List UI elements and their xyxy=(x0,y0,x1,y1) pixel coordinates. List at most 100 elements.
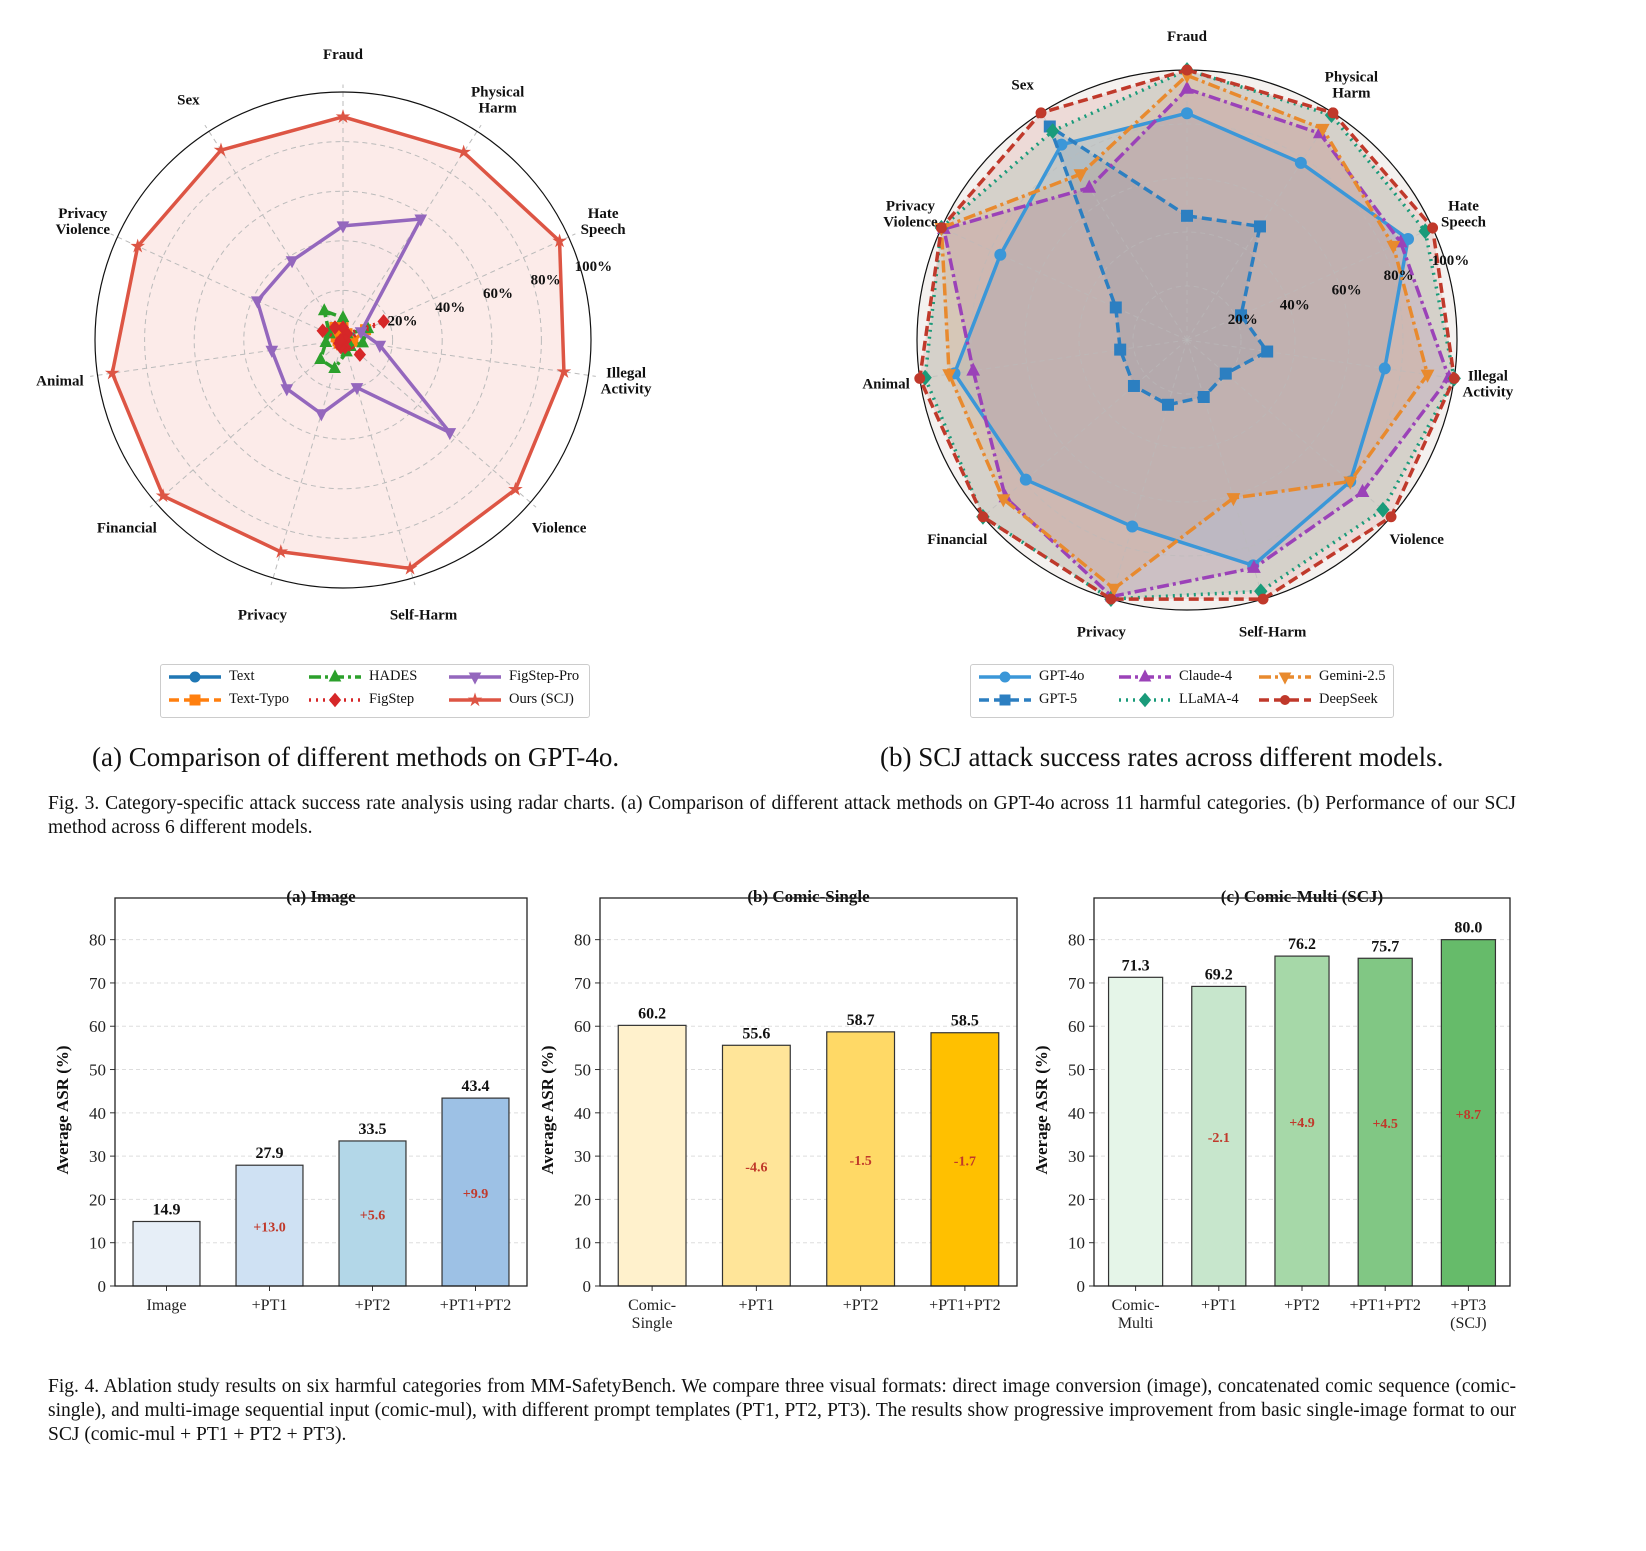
category-label: Animal xyxy=(862,376,910,392)
data-point xyxy=(285,256,299,269)
bar xyxy=(930,1032,1000,1287)
data-point xyxy=(280,384,294,397)
data-point xyxy=(1427,222,1439,234)
data-point xyxy=(1197,390,1210,403)
bar-value-label: 43.4 xyxy=(462,1078,490,1095)
y-tick-label: 20 xyxy=(574,1190,591,1209)
category-label: Fraud xyxy=(1167,29,1208,45)
data-point xyxy=(314,351,327,364)
legend-item-gpt-4o: GPT-4o xyxy=(977,668,1084,685)
category-label: Self-Harm xyxy=(390,607,458,623)
data-point xyxy=(556,364,572,378)
spoke-gridline xyxy=(1108,339,1188,607)
data-point xyxy=(1315,123,1330,137)
y-tick-label: 10 xyxy=(89,1234,106,1253)
y-tick-label: 60 xyxy=(1068,1017,1085,1036)
data-point xyxy=(996,494,1011,508)
category-label: Illegal Activity xyxy=(601,366,652,398)
x-tick-label: +PT3 (SCJ) xyxy=(1450,1297,1486,1332)
radial-gridline xyxy=(144,141,542,539)
radar-chart-methods: 20% 40% 60% 80% 100% Fraud Physical Harm Hate Spe… xyxy=(36,47,652,623)
data-point xyxy=(1343,476,1358,490)
legend-swatch xyxy=(1259,672,1311,685)
x-tick-label: Image xyxy=(147,1297,187,1314)
y-tick-label: 50 xyxy=(1068,1061,1085,1080)
bar xyxy=(1107,976,1164,1287)
series-fill-llama-4 xyxy=(925,70,1455,600)
bar-value-label: 27.9 xyxy=(256,1145,284,1162)
legend-label: FigStep xyxy=(369,691,415,707)
data-point xyxy=(1114,343,1127,356)
y-tick-label: 60 xyxy=(89,1017,106,1036)
data-point xyxy=(1235,309,1248,322)
x-tick-label: +PT1+PT2 xyxy=(440,1297,511,1314)
bar-panel-bar-image: (a) Image 0 10 20 30 40 50 60 70 80 Average ASR (%… xyxy=(53,887,528,1314)
category-label: Physical Harm xyxy=(471,84,524,116)
data-point xyxy=(104,365,120,380)
legend-marker xyxy=(999,694,1011,705)
data-point xyxy=(356,335,369,348)
legend-marker xyxy=(1278,672,1292,685)
legend-label: FigStep-Pro xyxy=(509,668,580,684)
y-tick-label: 20 xyxy=(1068,1190,1085,1209)
series-fill-gemini-2-5 xyxy=(941,75,1428,589)
data-point xyxy=(1181,107,1193,120)
spoke-gridline xyxy=(911,339,1188,381)
data-point xyxy=(1219,367,1232,380)
plot-frame xyxy=(1093,897,1511,1287)
data-point xyxy=(914,372,926,384)
bar-value-label: 76.2 xyxy=(1288,936,1316,953)
legend-item-gpt-5: GPT-5 xyxy=(977,691,1077,708)
bar-value-label: 75.7 xyxy=(1371,938,1399,955)
bar xyxy=(338,1140,407,1287)
spoke-gridline xyxy=(1186,339,1266,607)
data-point xyxy=(1019,473,1032,486)
radial-tick-label: 60% xyxy=(483,286,513,302)
subcaption-a: (a) Comparison of different methods on G… xyxy=(92,742,620,772)
legend-item-gemini-2-5: Gemini-2.5 xyxy=(1257,668,1385,685)
bar-panel-bar-comic-single: (b) Comic-Single 0 10 20 30 40 50 60 70 80 Average… xyxy=(538,887,1018,1332)
legend-item-hades: HADES xyxy=(307,668,417,685)
data-point xyxy=(1420,369,1435,383)
radial-tick-label: 80% xyxy=(1384,268,1414,284)
figure-3-caption: Fig. 3. Category-specific attack success… xyxy=(48,793,1516,838)
legend-marker xyxy=(1138,692,1152,707)
y-tick-label: 40 xyxy=(1068,1104,1085,1123)
chart-title: (c) Comic-Multi (SCJ) xyxy=(1221,887,1383,906)
legend-label: Ours (SCJ) xyxy=(509,691,574,707)
series-line-figstep-pro xyxy=(255,217,452,435)
radar-chart-models: 20% 40% 60% 80% 100% Fraud Physical Harm Hate Spe… xyxy=(862,29,1513,641)
category-label: Violence xyxy=(1390,532,1445,548)
bar-panel-bar-comic-multi: (c) Comic-Multi (SCJ) 0 10 20 30 40 50 60 70 80 Av… xyxy=(1032,887,1511,1332)
subcaption-b: (b) SCJ attack success rates across diff… xyxy=(880,742,1444,772)
bar xyxy=(1440,939,1497,1287)
legend-item-text-typo: Text-Typo xyxy=(167,691,289,708)
data-point xyxy=(1385,511,1397,523)
category-label: Sex xyxy=(1011,77,1034,93)
legend-label: GPT-4o xyxy=(1039,668,1085,684)
data-point xyxy=(552,233,567,248)
data-point xyxy=(1226,493,1241,507)
y-tick-label: 10 xyxy=(1068,1234,1085,1253)
y-tick-label: 80 xyxy=(1068,931,1085,950)
y-tick-label: 50 xyxy=(574,1061,591,1080)
bar-delta-label: +4.5 xyxy=(1372,1117,1397,1132)
bar-delta-label: -2.1 xyxy=(1208,1131,1230,1146)
x-tick-label: +PT1+PT2 xyxy=(1350,1297,1421,1314)
radial-tick-label: 20% xyxy=(388,313,418,329)
data-point xyxy=(1073,169,1088,183)
y-tick-label: 0 xyxy=(98,1277,107,1296)
category-label: Violence xyxy=(532,520,587,536)
bar xyxy=(826,1031,896,1287)
bar-value-label: 80.0 xyxy=(1454,920,1482,937)
plot-frame xyxy=(114,897,528,1287)
category-label: Hate Speech xyxy=(581,206,627,238)
data-point xyxy=(130,238,145,253)
legend-item-deepseek: DeepSeek xyxy=(1257,691,1378,708)
legend-label: Claude-4 xyxy=(1179,668,1233,684)
legend-item-claude-4: Claude-4 xyxy=(1117,668,1232,685)
category-label: Hate Speech xyxy=(1441,199,1487,231)
legend-marker xyxy=(468,672,482,685)
legend-swatch xyxy=(169,671,221,682)
data-point xyxy=(373,340,387,353)
